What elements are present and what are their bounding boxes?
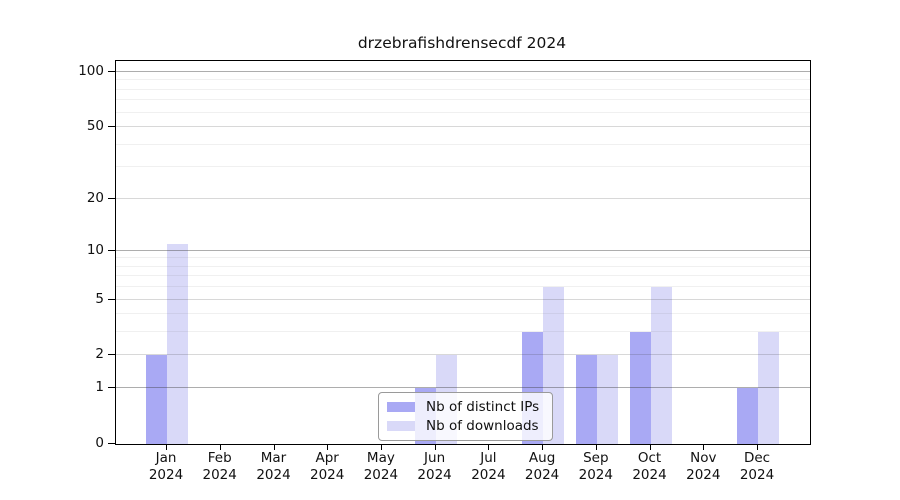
legend-label-distinct-ips: Nb of distinct IPs xyxy=(426,399,540,415)
y-tick-mark-0 xyxy=(108,443,115,444)
gridline-60 xyxy=(116,111,810,113)
x-tick-mark-oct-2024 xyxy=(649,444,651,450)
chart-title: drzebrafishdrensecdf 2024 xyxy=(357,34,567,52)
bar-nb-of-downloads-sep-2024 xyxy=(596,355,618,444)
x-tick-label-feb-2024: Feb 2024 xyxy=(202,450,237,483)
gridline-30 xyxy=(116,166,810,168)
gridline-4 xyxy=(116,313,810,315)
legend: Nb of distinct IPs Nb of downloads xyxy=(378,392,554,441)
gridline-7 xyxy=(116,275,810,277)
x-tick-mark-jan-2024 xyxy=(166,444,167,450)
x-tick-mark-jun-2024 xyxy=(434,444,436,450)
bar-nb-of-downloads-dec-2024 xyxy=(758,332,779,444)
y-tick-mark-100 xyxy=(108,71,115,72)
gridline-80 xyxy=(116,88,810,90)
y-tick-label-10: 10 xyxy=(86,241,104,258)
y-tick-mark-2 xyxy=(108,354,115,356)
gridline-1 xyxy=(116,387,810,389)
bar-nb-of-downloads-oct-2024 xyxy=(650,287,672,444)
bar-nb-of-distinct-ips-jan-2024 xyxy=(146,355,167,444)
y-tick-mark-20 xyxy=(108,197,115,199)
bar-nb-of-distinct-ips-sep-2024 xyxy=(575,355,597,444)
bar-nb-of-downloads-jan-2024 xyxy=(167,243,188,444)
x-tick-label-apr-2024: Apr 2024 xyxy=(310,450,345,483)
gridline-5 xyxy=(116,298,810,300)
x-tick-mark-dec-2024 xyxy=(757,444,758,450)
downloads-swatch xyxy=(387,421,415,431)
legend-label-downloads: Nb of downloads xyxy=(426,418,539,434)
gridline-50 xyxy=(116,126,810,128)
x-tick-mark-nov-2024 xyxy=(703,444,705,450)
gridline-6 xyxy=(116,286,810,288)
x-tick-label-jul-2024: Jul 2024 xyxy=(471,450,506,483)
y-tick-label-0: 0 xyxy=(95,435,104,451)
x-tick-mark-sep-2024 xyxy=(595,444,597,450)
gridline-9 xyxy=(116,257,810,259)
x-tick-label-jan-2024: Jan 2024 xyxy=(148,450,184,483)
y-tick-mark-50 xyxy=(108,126,115,128)
x-tick-label-may-2024: May 2024 xyxy=(363,450,399,483)
y-tick-label-5: 5 xyxy=(95,290,104,307)
x-tick-label-oct-2024: Oct 2024 xyxy=(632,450,667,483)
x-tick-label-mar-2024: Mar 2024 xyxy=(256,450,291,483)
gridline-10 xyxy=(116,249,810,251)
y-tick-label-20: 20 xyxy=(86,189,104,206)
y-tick-label-50: 50 xyxy=(86,118,104,135)
x-tick-label-sep-2024: Sep 2024 xyxy=(578,450,613,483)
x-tick-mark-jul-2024 xyxy=(488,444,490,450)
plot-area xyxy=(115,60,811,445)
y-tick-label-2: 2 xyxy=(95,346,104,363)
gridline-3 xyxy=(116,331,810,333)
gridline-20 xyxy=(116,197,810,199)
gridline-8 xyxy=(116,265,810,267)
x-tick-mark-feb-2024 xyxy=(219,444,221,450)
x-tick-mark-apr-2024 xyxy=(327,444,329,450)
gridline-70 xyxy=(116,99,810,101)
x-tick-label-jun-2024: Jun 2024 xyxy=(417,450,452,483)
gridline-100 xyxy=(116,71,810,72)
x-tick-label-nov-2024: Nov 2024 xyxy=(686,450,721,483)
x-tick-mark-aug-2024 xyxy=(542,444,544,450)
y-tick-label-1: 1 xyxy=(95,379,104,396)
bar-nb-of-distinct-ips-dec-2024 xyxy=(737,388,758,444)
y-tick-mark-1 xyxy=(108,387,115,389)
y-tick-mark-5 xyxy=(108,298,115,300)
gridline-90 xyxy=(116,79,810,81)
gridline-40 xyxy=(116,143,810,145)
y-tick-mark-10 xyxy=(108,249,115,251)
x-tick-label-dec-2024: Dec 2024 xyxy=(739,450,775,483)
legend-item-distinct-ips: Nb of distinct IPs xyxy=(387,399,539,415)
y-tick-label-100: 100 xyxy=(78,63,104,79)
gridline-2 xyxy=(116,354,810,356)
x-tick-mark-mar-2024 xyxy=(273,444,275,450)
bar-nb-of-distinct-ips-oct-2024 xyxy=(629,332,651,444)
x-tick-label-aug-2024: Aug 2024 xyxy=(524,450,560,483)
x-tick-mark-may-2024 xyxy=(380,444,382,450)
distinct-ips-swatch xyxy=(387,402,415,412)
legend-item-downloads: Nb of downloads xyxy=(387,418,539,434)
